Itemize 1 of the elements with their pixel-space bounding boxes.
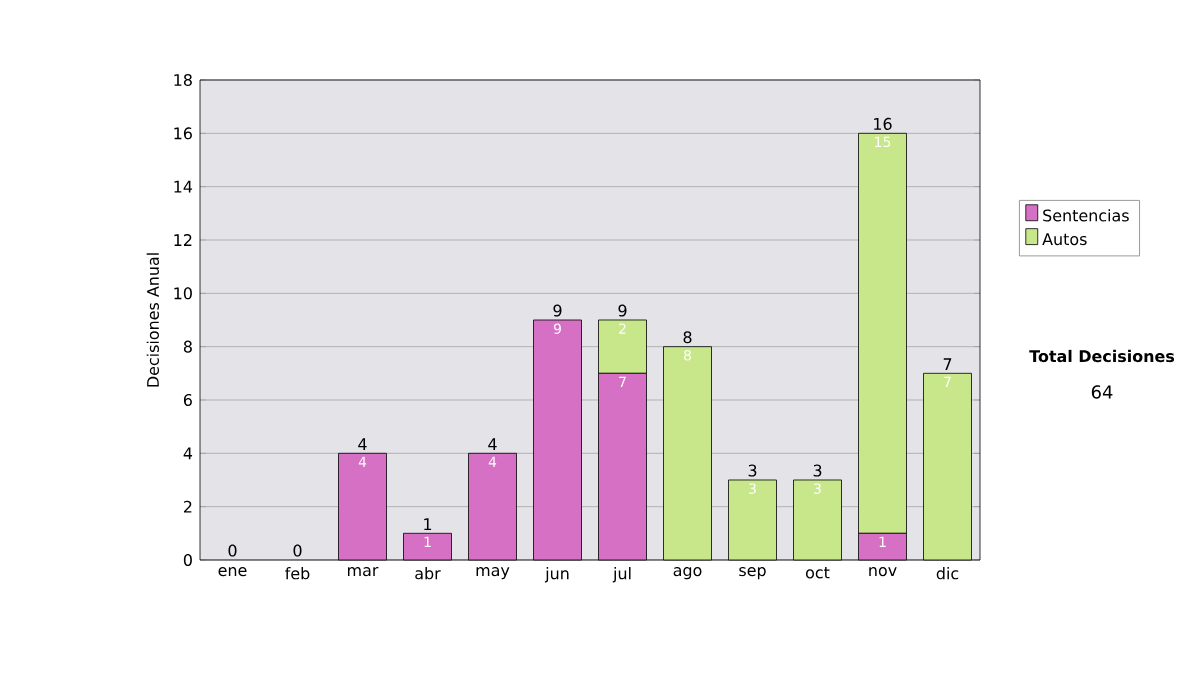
text: 64 (1091, 385, 1113, 399)
